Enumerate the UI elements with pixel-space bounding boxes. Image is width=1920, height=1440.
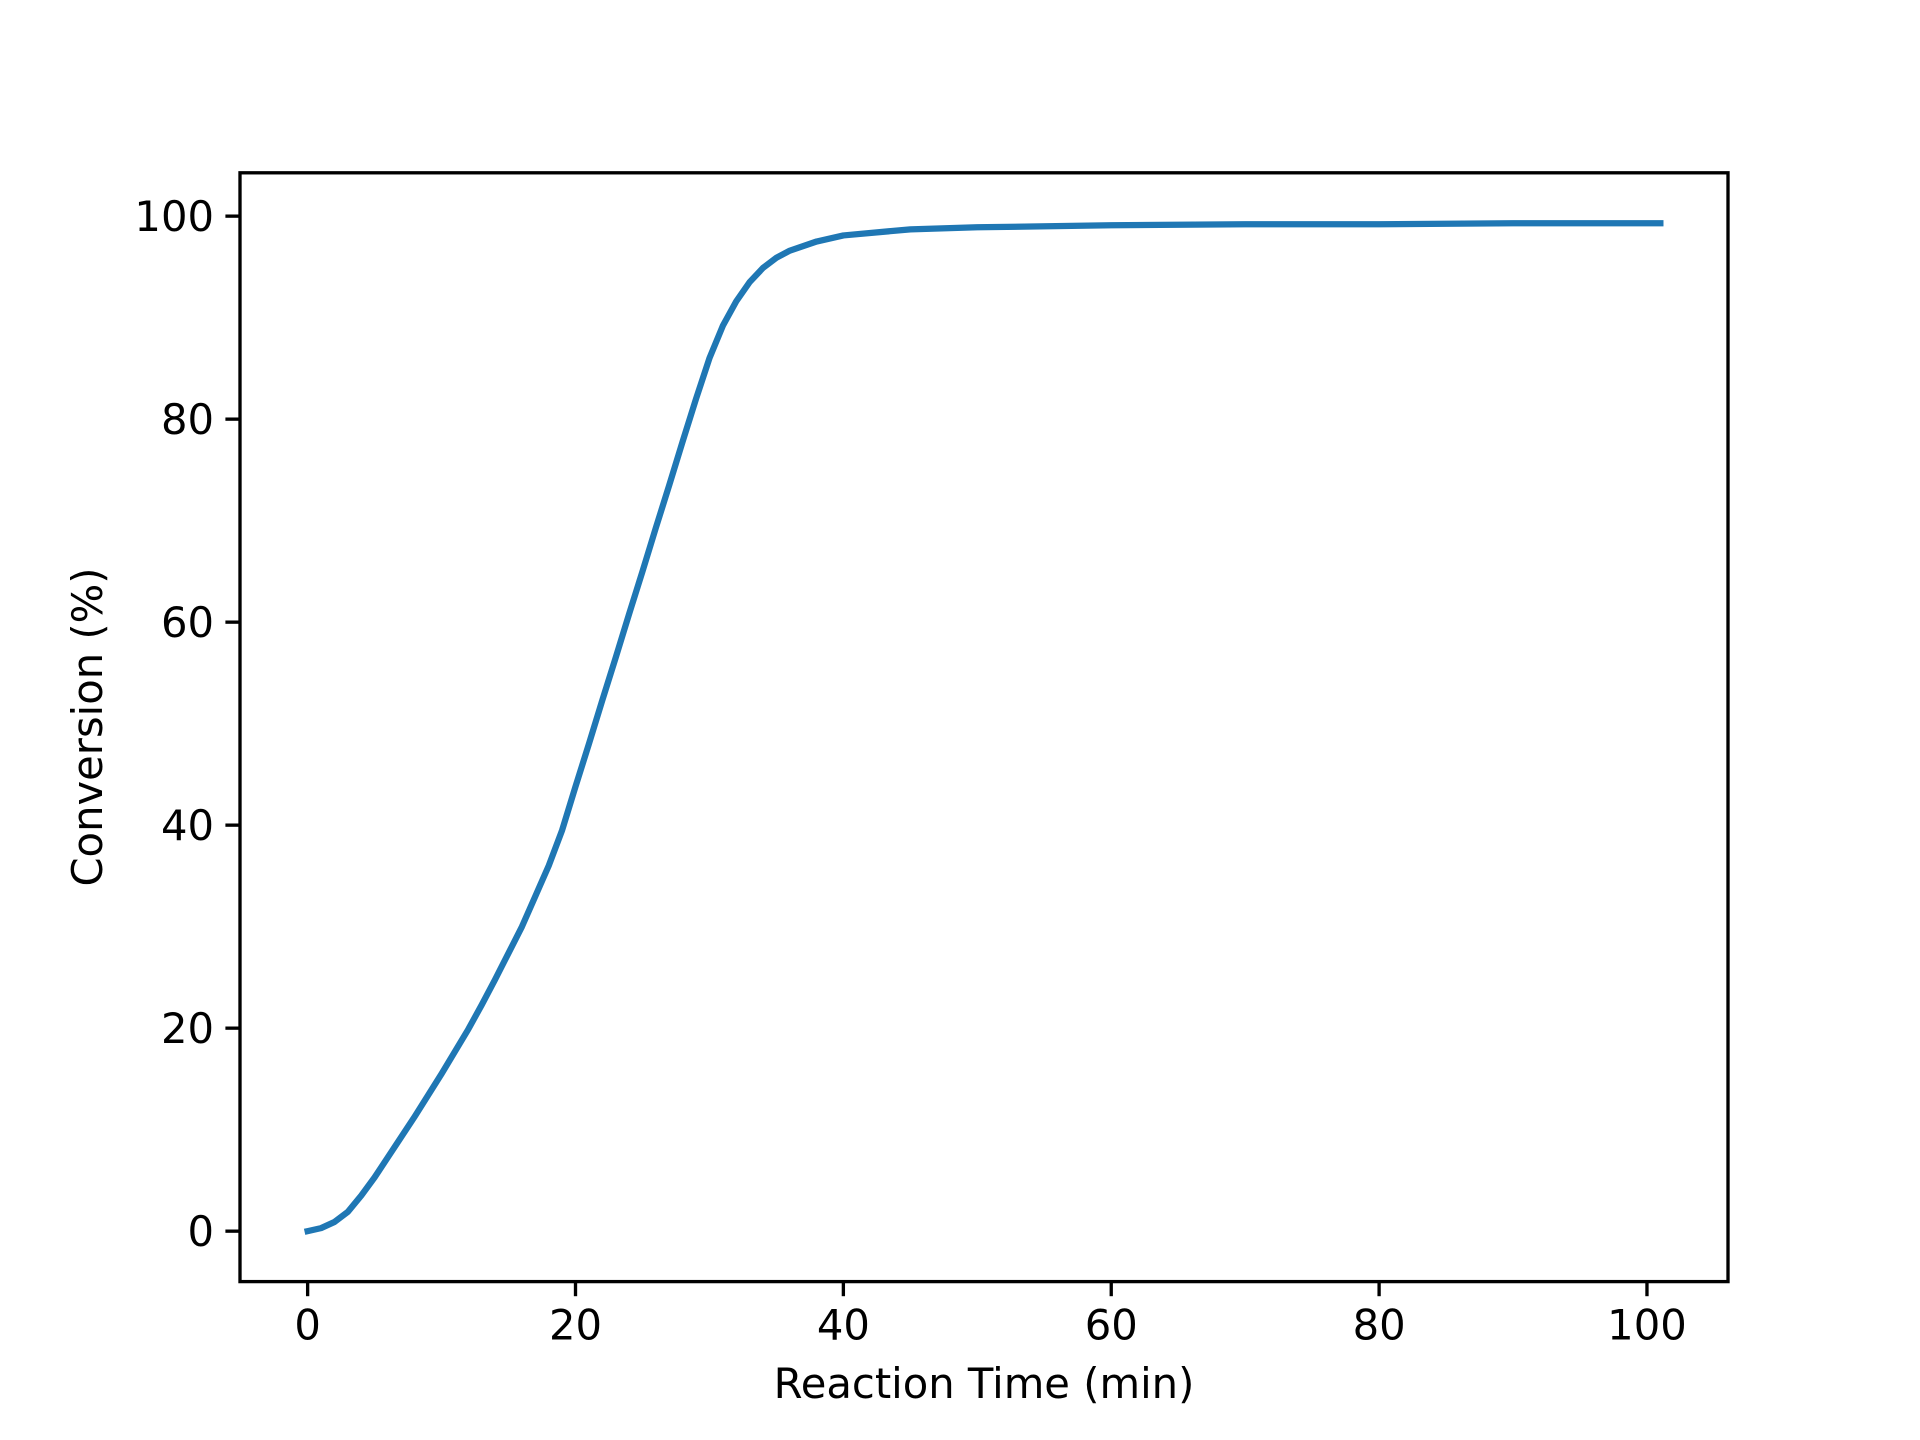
y-tick-label: 0 xyxy=(187,1207,214,1256)
y-tick-label: 80 xyxy=(161,395,214,444)
x-axis-label: Reaction Time (min) xyxy=(774,1359,1195,1408)
x-tick-label: 40 xyxy=(817,1301,870,1350)
y-tick-label: 60 xyxy=(161,598,214,647)
y-tick-label: 100 xyxy=(134,192,214,241)
x-tick-label: 100 xyxy=(1607,1301,1687,1350)
plot-frame xyxy=(238,171,1730,1284)
data-line xyxy=(303,220,1664,1235)
x-tick-label: 20 xyxy=(549,1301,602,1350)
x-tick-label: 80 xyxy=(1353,1301,1406,1350)
y-axis-label: Conversion (%) xyxy=(63,567,112,886)
x-tick-label: 60 xyxy=(1085,1301,1138,1350)
y-tick-label: 20 xyxy=(161,1004,214,1053)
x-tick-label: 0 xyxy=(294,1301,321,1350)
y-tick-label: 40 xyxy=(161,801,214,850)
